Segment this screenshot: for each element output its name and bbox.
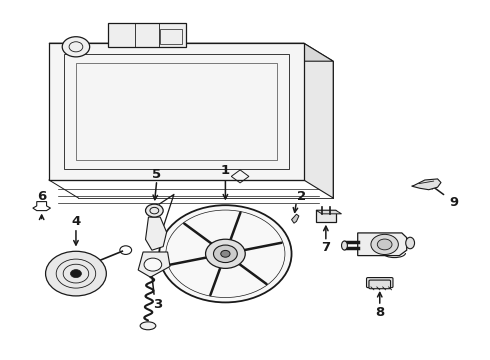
Text: 7: 7 [321,241,330,254]
FancyBboxPatch shape [367,278,393,288]
Circle shape [214,245,237,262]
Polygon shape [49,43,304,180]
FancyBboxPatch shape [316,210,336,222]
Text: 3: 3 [153,298,162,311]
Circle shape [221,251,230,257]
Polygon shape [49,43,333,61]
Polygon shape [304,43,333,198]
Circle shape [71,270,81,278]
Circle shape [46,251,106,296]
Polygon shape [292,214,299,223]
Text: 4: 4 [72,215,80,228]
Text: 1: 1 [221,165,230,177]
Text: 8: 8 [375,306,384,319]
Polygon shape [412,179,441,190]
Circle shape [159,205,292,302]
Ellipse shape [140,322,156,330]
Circle shape [377,239,392,250]
FancyBboxPatch shape [369,280,391,289]
Polygon shape [138,252,170,277]
Ellipse shape [406,237,415,249]
Ellipse shape [342,241,347,250]
Polygon shape [358,233,407,256]
Text: 2: 2 [297,190,306,203]
Circle shape [146,204,163,217]
Polygon shape [316,210,342,214]
Text: 5: 5 [152,168,161,181]
Polygon shape [146,217,167,250]
Text: 9: 9 [450,196,459,209]
FancyBboxPatch shape [108,23,186,47]
Circle shape [144,258,162,271]
Circle shape [62,37,90,57]
Text: 6: 6 [37,190,46,203]
Circle shape [206,239,245,269]
Circle shape [371,234,398,255]
